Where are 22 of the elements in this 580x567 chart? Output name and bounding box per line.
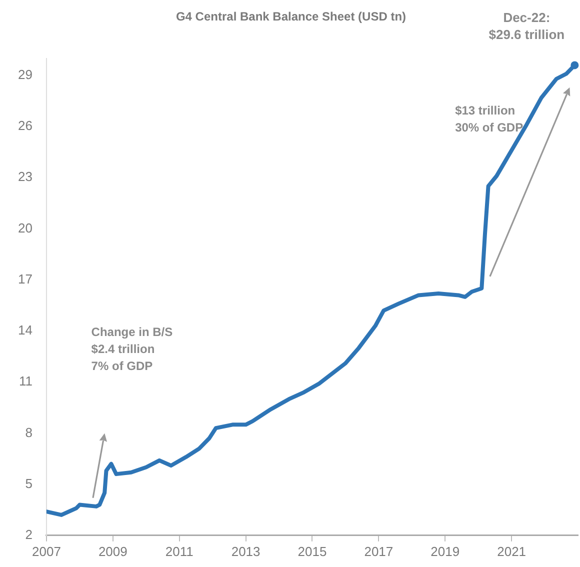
x-tick-label: 2017 <box>364 544 394 559</box>
x-tick-label: 2019 <box>430 544 460 559</box>
x-tick-label: 2015 <box>298 544 327 559</box>
chart-title: G4 Central Bank Balance Sheet (USD tn) <box>176 10 406 24</box>
annotation: $13 trillion 30% of GDP <box>455 104 524 135</box>
x-tick-label: 2007 <box>32 544 61 559</box>
x-tick-label: 2011 <box>165 544 194 559</box>
annotation: Dec-22: $29.6 trillion <box>488 10 565 42</box>
x-tick-label: 2009 <box>98 544 128 559</box>
y-tick-label: 2 <box>25 526 32 542</box>
y-tick-label: 5 <box>25 476 32 491</box>
x-tick-label: 2013 <box>231 544 260 559</box>
y-tick-label: 26 <box>18 118 32 134</box>
y-tick-label: 11 <box>18 374 32 389</box>
y-tick-label: 23 <box>18 169 32 184</box>
x-tick-label: 2021 <box>497 544 526 559</box>
y-tick-label: 29 <box>18 67 32 82</box>
y-tick-label: 8 <box>25 424 32 440</box>
y-tick-label: 17 <box>18 271 32 286</box>
y-tick-label: 14 <box>18 322 32 338</box>
annotation: Change in B/S $2.4 trillion 7% of GDP <box>91 324 173 373</box>
y-tick-label: 20 <box>18 220 32 236</box>
